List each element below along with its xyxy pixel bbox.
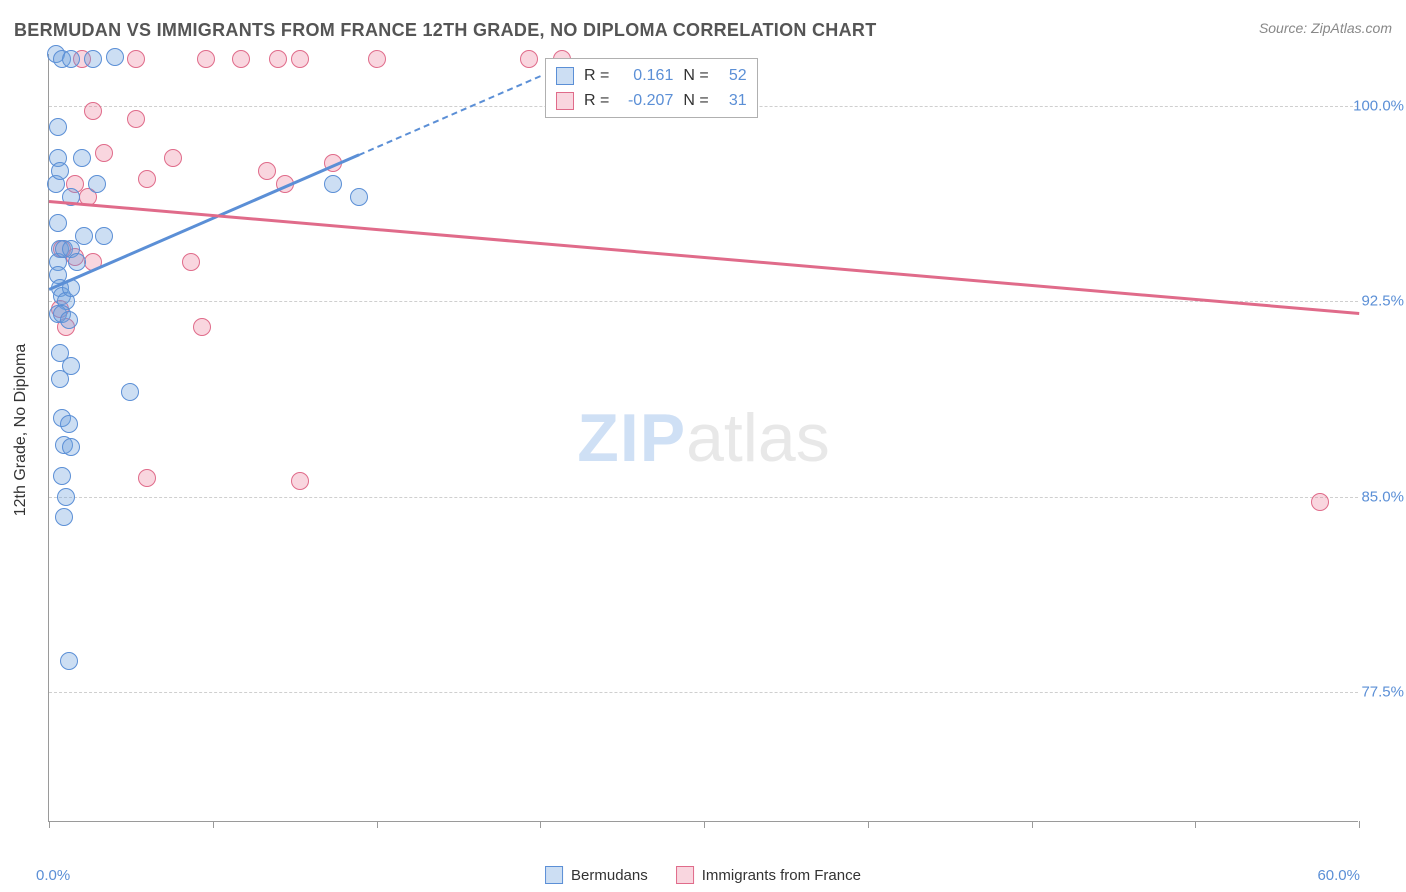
stats-swatch-france [556, 92, 574, 110]
data-point [106, 48, 124, 66]
gridline [49, 301, 1358, 302]
regression-line [359, 75, 541, 156]
x-axis-min-label: 0.0% [36, 867, 70, 884]
watermark: ZIPatlas [577, 399, 829, 477]
data-point [350, 188, 368, 206]
data-point [138, 170, 156, 188]
stats-r-label: R = [584, 67, 609, 85]
stats-swatch-bermudans [556, 67, 574, 85]
legend-label-bermudans: Bermudans [571, 867, 648, 884]
data-point [127, 110, 145, 128]
x-tick [49, 821, 50, 828]
data-point [60, 652, 78, 670]
data-point [258, 162, 276, 180]
stats-n-label: N = [683, 67, 708, 85]
y-tick-label: 85.0% [1361, 488, 1404, 505]
data-point [75, 227, 93, 245]
data-point [1311, 493, 1329, 511]
stats-box: R = 0.161 N = 52 R = -0.207 N = 31 [545, 58, 758, 118]
data-point [520, 50, 538, 68]
legend-label-france: Immigrants from France [702, 867, 861, 884]
stats-n-france: 31 [719, 92, 747, 110]
data-point [127, 50, 145, 68]
data-point [138, 469, 156, 487]
regression-line [49, 200, 1359, 314]
data-point [49, 118, 67, 136]
y-tick-label: 92.5% [1361, 293, 1404, 310]
gridline [49, 692, 1358, 693]
plot-area: ZIPatlas 77.5%85.0%92.5%100.0% [48, 54, 1358, 822]
data-point [51, 162, 69, 180]
data-point [49, 214, 67, 232]
x-tick [1032, 821, 1033, 828]
data-point [164, 149, 182, 167]
data-point [95, 144, 113, 162]
data-point [51, 370, 69, 388]
x-tick [377, 821, 378, 828]
data-point [62, 50, 80, 68]
x-tick [540, 821, 541, 828]
data-point [62, 438, 80, 456]
stats-r-france: -0.207 [619, 92, 673, 110]
y-tick-label: 77.5% [1361, 683, 1404, 700]
data-point [60, 311, 78, 329]
data-point [182, 253, 200, 271]
data-point [193, 318, 211, 336]
data-point [73, 149, 91, 167]
stats-r-bermudans: 0.161 [619, 67, 673, 85]
data-point [84, 50, 102, 68]
data-point [121, 383, 139, 401]
data-point [68, 253, 86, 271]
stats-row-bermudans: R = 0.161 N = 52 [556, 63, 747, 88]
data-point [269, 50, 287, 68]
data-point [197, 50, 215, 68]
data-point [232, 50, 250, 68]
watermark-brand: ZIP [577, 400, 686, 476]
data-point [368, 50, 386, 68]
watermark-suffix: atlas [686, 400, 830, 476]
gridline [49, 497, 1358, 498]
data-point [88, 175, 106, 193]
source-attribution: Source: ZipAtlas.com [1259, 20, 1392, 36]
x-axis-max-label: 60.0% [1317, 867, 1360, 884]
data-point [55, 508, 73, 526]
x-tick [213, 821, 214, 828]
y-axis-title: 12th Grade, No Diploma [12, 344, 30, 517]
chart-title: BERMUDAN VS IMMIGRANTS FROM FRANCE 12TH … [14, 20, 877, 41]
data-point [291, 50, 309, 68]
chart-container: BERMUDAN VS IMMIGRANTS FROM FRANCE 12TH … [0, 0, 1406, 892]
data-point [324, 175, 342, 193]
x-tick [868, 821, 869, 828]
data-point [291, 472, 309, 490]
stats-n-label: N = [683, 92, 708, 110]
x-tick [704, 821, 705, 828]
data-point [53, 467, 71, 485]
stats-n-bermudans: 52 [719, 67, 747, 85]
legend: Bermudans Immigrants from France [545, 866, 861, 884]
data-point [84, 102, 102, 120]
legend-swatch-france [676, 866, 694, 884]
stats-row-france: R = -0.207 N = 31 [556, 88, 747, 113]
y-tick-label: 100.0% [1353, 98, 1404, 115]
data-point [95, 227, 113, 245]
stats-r-label: R = [584, 92, 609, 110]
legend-swatch-bermudans [545, 866, 563, 884]
legend-item-france: Immigrants from France [676, 866, 861, 884]
legend-item-bermudans: Bermudans [545, 866, 648, 884]
data-point [60, 415, 78, 433]
data-point [57, 488, 75, 506]
x-tick [1359, 821, 1360, 828]
x-tick [1195, 821, 1196, 828]
